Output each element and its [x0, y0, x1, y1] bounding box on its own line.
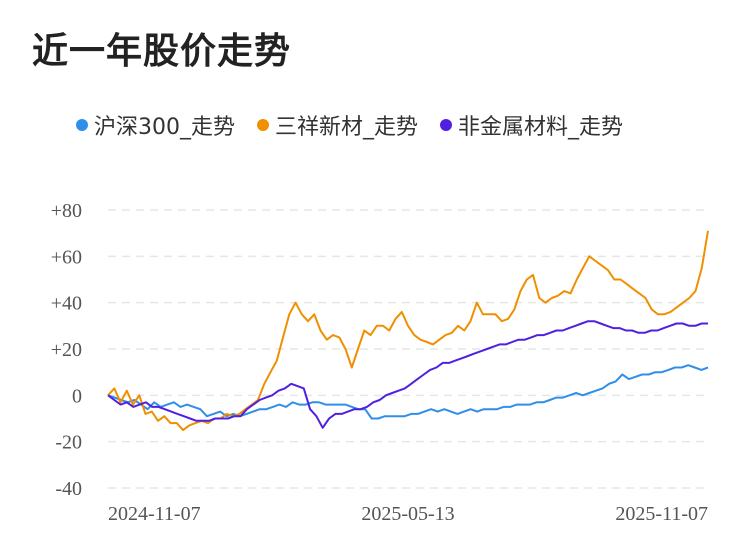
y-axis-ticks: +80 +60 +40 +20 0 -20 -40 [51, 200, 82, 500]
y-tick-label: +40 [51, 293, 82, 315]
legend-label-nonmetal: 非金属材料_走势 [458, 115, 624, 140]
y-tick-label: 0 [72, 385, 82, 407]
series-line-nonmetal [107, 320, 708, 429]
x-tick-label: 2024-11-07 [108, 503, 201, 525]
x-tick-label: 2025-05-13 [361, 503, 454, 525]
series-lines [107, 230, 709, 432]
chart-title: 近一年股价走势 [32, 31, 292, 72]
legend-marker-hs300 [76, 119, 88, 131]
series-line-hs300 [107, 364, 709, 420]
y-tick-label: +20 [51, 339, 82, 361]
x-axis-ticks: 2024-11-07 2025-05-13 2025-11-07 [108, 503, 708, 525]
legend-marker-nonmetal [440, 119, 453, 131]
legend-label-sanxiang: 三祥新材_走势 [275, 115, 419, 140]
legend-item-sanxiang[interactable]: 三祥新材_走势 [257, 109, 418, 141]
grid-lines [108, 209, 708, 489]
y-tick-label: +60 [51, 246, 82, 268]
legend-marker-sanxiang [257, 119, 269, 131]
chart-legend: 沪深300_走势 三祥新材_走势 非金属材料_走势 [76, 110, 623, 140]
legend-label-hs300: 沪深300_走势 [94, 115, 235, 140]
x-tick-label: 2025-11-07 [615, 503, 708, 525]
y-tick-label: -40 [55, 478, 82, 500]
series-line-sanxiang [107, 230, 709, 432]
y-tick-label: -20 [55, 432, 82, 454]
legend-item-hs300[interactable]: 沪深300_走势 [76, 109, 235, 141]
legend-item-nonmetal[interactable]: 非金属材料_走势 [440, 109, 623, 141]
y-tick-label: +80 [51, 200, 82, 222]
